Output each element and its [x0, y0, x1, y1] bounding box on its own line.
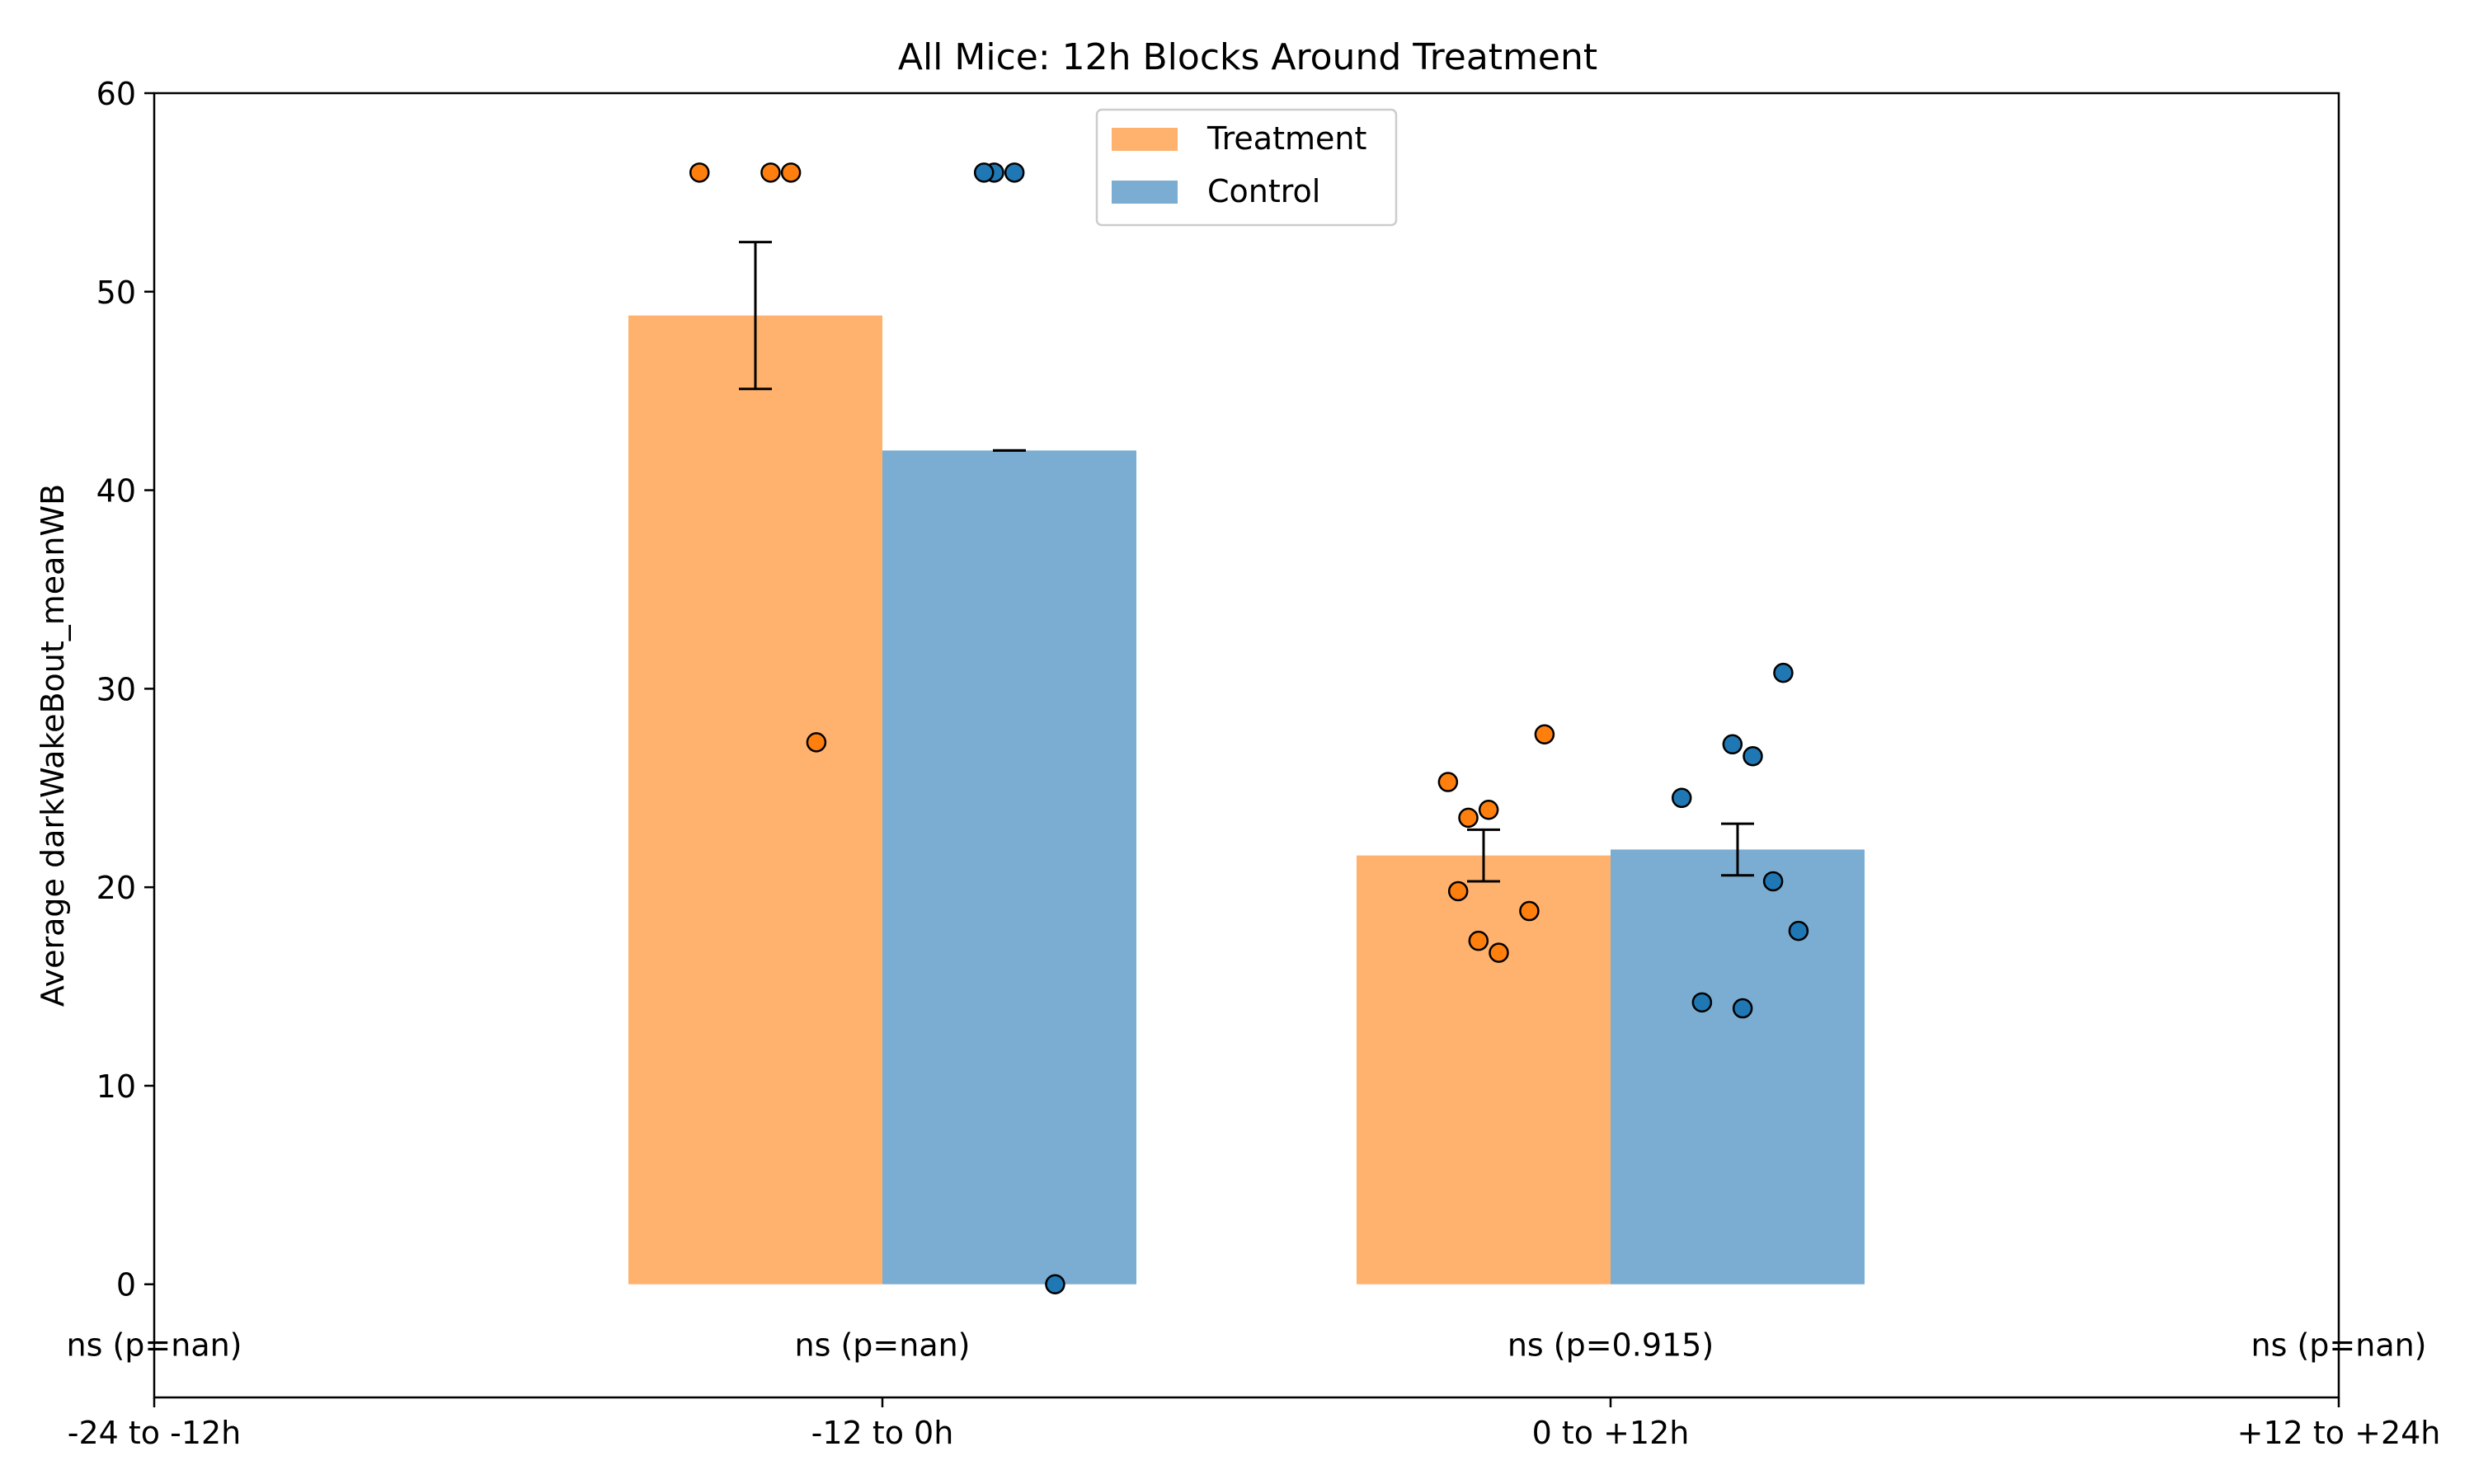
significance-annotation: ns (p=nan)	[2251, 1327, 2426, 1363]
error-bar-control-2	[1721, 822, 1754, 877]
data-point-treatment	[780, 162, 802, 183]
data-point-treatment	[1458, 807, 1479, 829]
data-point-control	[1743, 745, 1763, 767]
data-point-treatment	[689, 162, 710, 183]
data-point-treatment	[1519, 900, 1540, 922]
y-tick-label: 60	[96, 76, 136, 112]
plot-frame	[153, 92, 2340, 1399]
y-tick-label: 30	[96, 671, 136, 707]
significance-annotation: ns (p=0.915)	[1507, 1327, 1714, 1363]
data-point-control	[1788, 920, 1809, 942]
data-point-treatment	[1534, 724, 1555, 745]
x-tick-label: +12 to +24h	[2237, 1415, 2441, 1451]
significance-annotation: ns (p=nan)	[66, 1327, 242, 1363]
data-point-control	[1004, 162, 1025, 183]
data-point-control	[1732, 998, 1753, 1019]
y-tick-label: 40	[96, 473, 136, 510]
legend-swatch-treatment	[1112, 128, 1178, 151]
data-point-control	[973, 162, 995, 183]
y-tick-label: 0	[116, 1267, 136, 1303]
error-bar-treatment-2	[1467, 828, 1500, 883]
y-axis-label: Average darkWakeBout_meanWB	[35, 484, 71, 1007]
x-tick-label: -12 to 0h	[811, 1415, 954, 1451]
error-bar-treatment-1	[739, 241, 772, 391]
legend-label-control: Control	[1207, 173, 1320, 209]
bar-treatment-2	[1357, 855, 1611, 1284]
data-point-control	[1762, 871, 1784, 892]
data-point-treatment	[1437, 772, 1459, 792]
x-tick-label: -24 to -12h	[68, 1415, 242, 1451]
data-point-control	[1722, 734, 1743, 755]
data-point-control	[1045, 1274, 1065, 1294]
data-point-control	[1691, 992, 1713, 1013]
legend-label-treatment: Treatment	[1206, 120, 1366, 157]
y-tick-label: 50	[96, 275, 136, 311]
legend-swatch-control	[1112, 181, 1178, 204]
x-tick-label: 0 to +12h	[1532, 1415, 1690, 1451]
y-tick-label: 10	[96, 1068, 136, 1105]
data-point-treatment	[806, 732, 827, 753]
data-point-treatment	[760, 162, 781, 183]
bar-treatment-1	[628, 315, 882, 1284]
plot-area: 0 10 20 30 40 50 60 -24 to -12h ns (p=nan) -12 to…	[66, 76, 2440, 1451]
significance-annotation: ns (p=nan)	[794, 1327, 970, 1363]
data-point-treatment	[1468, 930, 1489, 951]
data-point-control	[1773, 662, 1794, 683]
data-point-treatment	[1447, 881, 1469, 902]
chart-title: All Mice: 12h Blocks Around Treatment	[898, 36, 1597, 78]
bar-control-2	[1611, 849, 1865, 1284]
data-point-treatment	[1478, 800, 1499, 820]
data-point-treatment	[1489, 942, 1509, 963]
legend: Treatment Control	[1095, 108, 1398, 227]
bar-control-1	[882, 450, 1136, 1284]
data-point-control	[1671, 787, 1692, 809]
y-tick-label: 20	[96, 870, 136, 906]
